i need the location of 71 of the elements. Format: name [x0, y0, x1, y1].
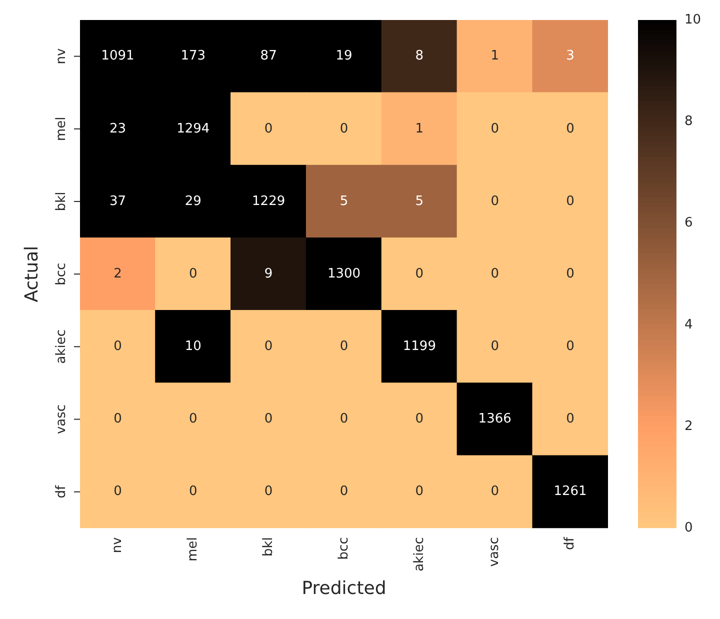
data-label: 0 [340, 484, 348, 500]
color-bar-label: 0 [684, 520, 693, 536]
data-label: 1261 [554, 484, 587, 500]
y-tick-label: bcc [54, 262, 69, 286]
data-label: 0 [114, 412, 122, 427]
data-label: 0 [566, 194, 574, 209]
data-label: 1229 [252, 194, 286, 209]
data-label: 0 [340, 412, 348, 427]
y-tick-label: nv [54, 48, 69, 64]
data-label: 0 [189, 412, 198, 427]
data-label: 0 [566, 266, 574, 282]
x-tick-label: nv [110, 536, 126, 554]
y-tick-label: akiec [54, 330, 69, 364]
data-label: 19 [336, 48, 352, 64]
data-label: 87 [260, 48, 277, 64]
y-tick-label: bkl [54, 192, 69, 212]
x-tick-label: akiec [412, 537, 427, 572]
data-label: 0 [490, 484, 499, 500]
data-label: 1199 [402, 339, 436, 354]
y-tick-label: df [54, 485, 69, 498]
color-bar-label: 6 [684, 216, 693, 231]
data-label: 8 [415, 48, 424, 64]
data-label: 1 [415, 121, 424, 136]
data-label: 0 [340, 339, 348, 354]
data-label: 29 [184, 194, 202, 209]
data-label: 10 [184, 339, 202, 354]
color-bar-label: 10 [684, 12, 702, 28]
data-label: 0 [566, 339, 574, 354]
x-tick-label: mel [186, 537, 201, 562]
x-axis-title: Predicted [302, 578, 386, 599]
data-label: 0 [114, 339, 122, 354]
data-label: 0 [264, 484, 273, 500]
data-label: 173 [180, 48, 206, 64]
data-label: 0 [566, 412, 574, 427]
data-label: 23 [109, 121, 126, 136]
data-label: 1 [490, 48, 499, 64]
data-label: 0 [340, 121, 348, 136]
data-label: 0 [264, 121, 273, 136]
data-label: 0 [264, 339, 273, 354]
data-label: 0 [189, 266, 198, 282]
color-bar-label: 2 [684, 418, 693, 434]
data-label: 0 [415, 484, 424, 500]
data-label: 1294 [176, 121, 210, 136]
data-label: 0 [490, 194, 499, 209]
data-label: 37 [109, 194, 126, 209]
data-label: 5 [340, 194, 348, 209]
data-label: 1300 [327, 266, 361, 282]
data-label: 0 [114, 484, 122, 500]
y-axis-title: Actual [21, 246, 42, 302]
data-label: 0 [189, 484, 198, 500]
data-label: 2 [114, 266, 122, 282]
y-tick-label: mel [54, 116, 69, 142]
color-bar-label: 8 [684, 114, 693, 130]
data-label: 9 [264, 266, 273, 282]
data-label: 0 [264, 412, 273, 427]
x-tick-label: bkl [260, 537, 276, 557]
data-label: 0 [566, 121, 574, 136]
data-label: 3 [566, 48, 574, 64]
data-label: 5 [415, 194, 424, 209]
data-label: 1366 [478, 412, 512, 427]
data-label: 0 [490, 121, 499, 136]
x-tick-label: vasc [487, 537, 502, 567]
x-tick-label: bcc [336, 537, 352, 560]
data-label: 1091 [101, 48, 134, 64]
y-tick-label: vasc [54, 404, 69, 434]
data-label: 0 [415, 266, 424, 282]
color-bar-label: 4 [684, 317, 693, 332]
data-label: 0 [415, 412, 424, 427]
data-label: 0 [490, 266, 499, 282]
data-label: 0 [490, 339, 499, 354]
x-tick-label: df [562, 536, 578, 550]
